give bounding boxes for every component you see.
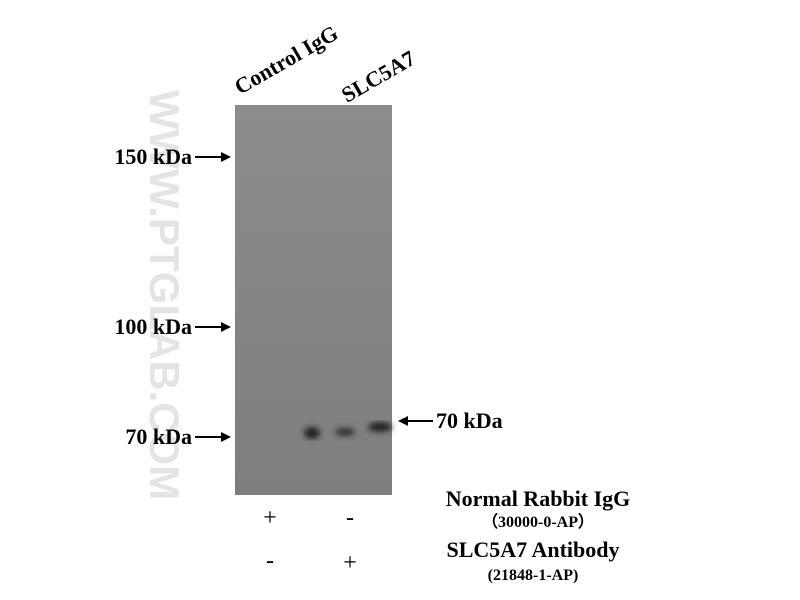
sign: - (346, 505, 354, 531)
treatment-name: Normal Rabbit IgG (446, 486, 631, 511)
marker: 100 kDa (114, 314, 231, 339)
watermark: WWW.PTGLAB.COM (141, 90, 188, 501)
arrow-head (398, 416, 408, 426)
treatment-catalog: （30000-0-AP） (482, 513, 594, 531)
band (304, 427, 320, 439)
treatment-name: SLC5A7 Antibody (446, 537, 619, 562)
marker-label: 100 kDa (114, 314, 192, 339)
band (335, 428, 355, 436)
sign: + (263, 505, 277, 531)
band-label: 70 kDa (436, 408, 503, 433)
sign: + (343, 550, 357, 576)
arrow-head (221, 432, 231, 442)
treatment-catalog: (21848-1-AP) (488, 567, 579, 584)
marker: 70 kDa (125, 424, 231, 449)
marker-label: 70 kDa (125, 424, 192, 449)
marker-label: 150 kDa (114, 144, 192, 169)
band-marker: 70 kDa (398, 408, 503, 433)
bands (304, 422, 392, 439)
band (368, 422, 392, 432)
arrow-head (221, 152, 231, 162)
arrow-head (221, 322, 231, 332)
marker: 150 kDa (114, 144, 231, 169)
sign: - (266, 548, 274, 574)
